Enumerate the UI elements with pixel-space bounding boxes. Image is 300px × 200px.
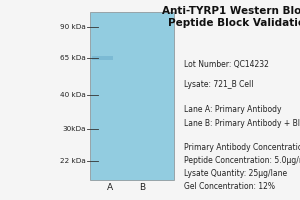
Text: Gel Concentration: 12%: Gel Concentration: 12% [184,182,275,191]
Text: Lane B: Primary Antibody + Blocking Peptide: Lane B: Primary Antibody + Blocking Pept… [184,119,300,128]
Bar [90,12,174,180]
Text: Lane A: Primary Antibody: Lane A: Primary Antibody [184,105,282,114]
Text: 40 kDa: 40 kDa [60,92,86,98]
Text: 30kDa: 30kDa [62,126,85,132]
Text: Anti-TYRP1 Western Blot &
Peptide Block Validation: Anti-TYRP1 Western Blot & Peptide Block … [161,6,300,28]
Text: Lysate Quantity: 25µg/lane: Lysate Quantity: 25µg/lane [184,169,288,178]
Text: B: B [140,183,146,192]
Text: A: A [106,183,112,192]
Text: Peptide Concentration: 5.0µg/ml: Peptide Concentration: 5.0µg/ml [184,156,300,165]
Bar [92,56,112,60]
Text: Lot Number: QC14232: Lot Number: QC14232 [184,60,269,69]
Text: 90 kDa: 90 kDa [60,24,86,30]
Text: Primary Antibody Concentration: 1.0µg/ml: Primary Antibody Concentration: 1.0µg/ml [184,143,300,152]
Text: Lysate: 721_B Cell: Lysate: 721_B Cell [184,80,254,89]
Text: 65 kDa: 65 kDa [60,55,86,61]
Text: 22 kDa: 22 kDa [60,158,86,164]
